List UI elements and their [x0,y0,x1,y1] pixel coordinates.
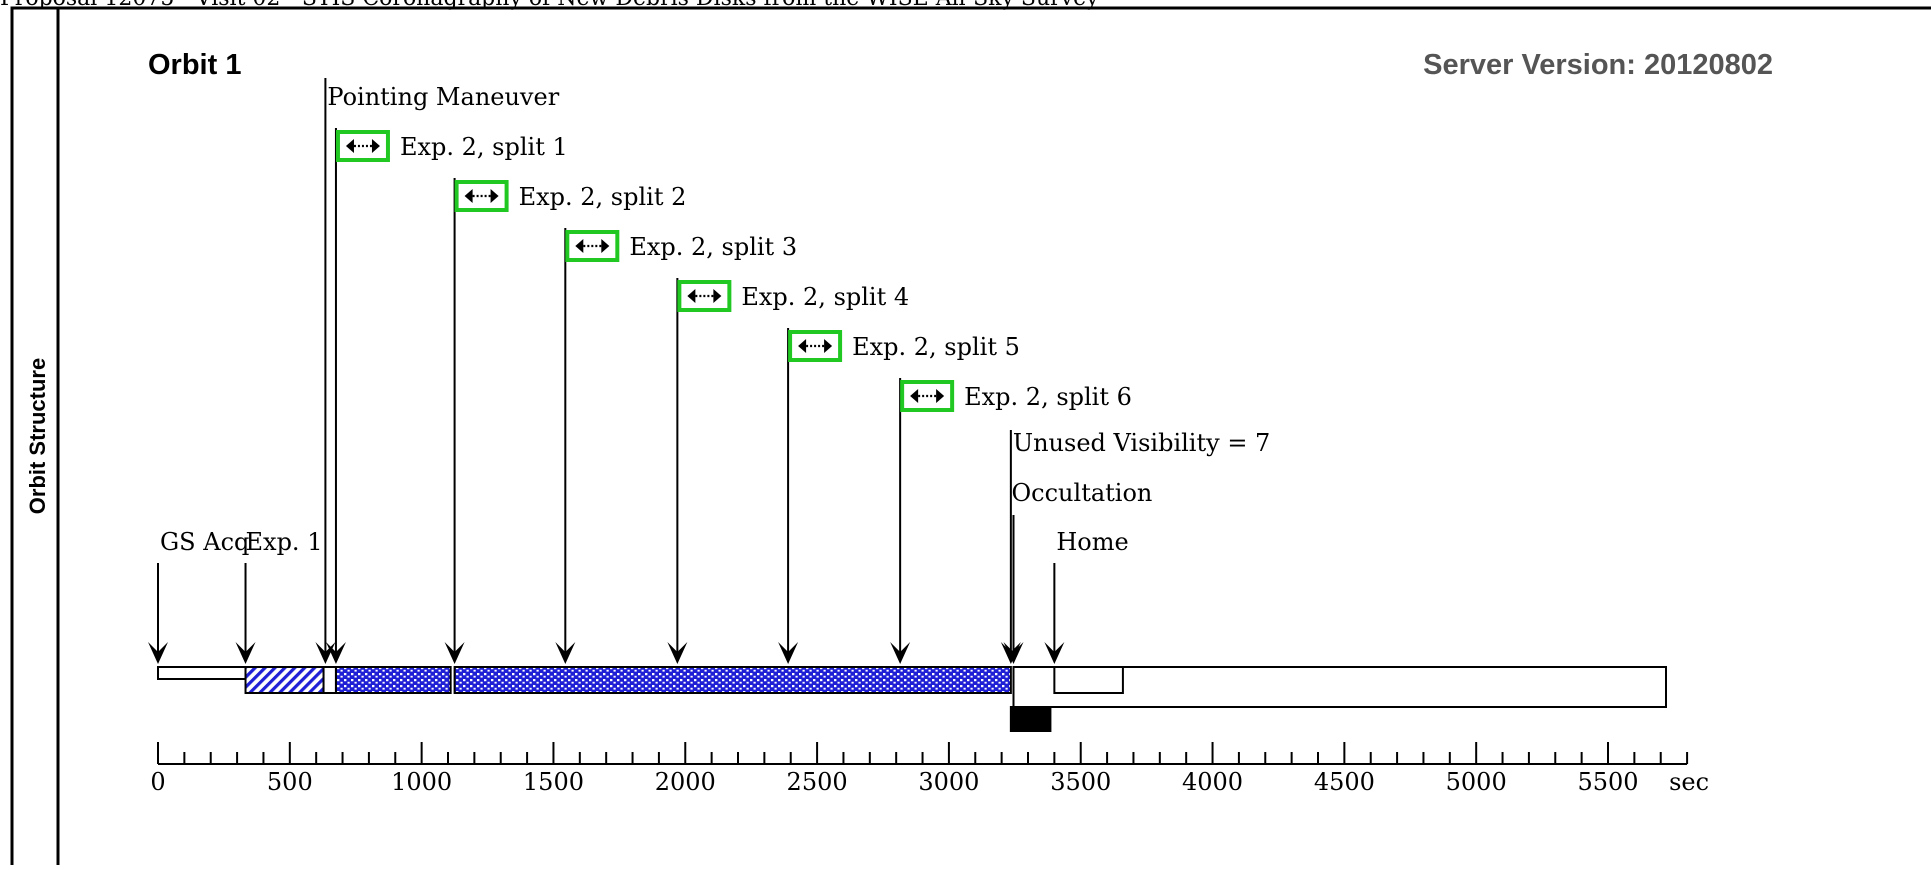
double-arrow-icon [335,130,390,162]
event-label: Exp. 1 [246,528,323,556]
event-label: Exp. 2, split 1 [400,133,568,161]
down-arrow-icon [1003,642,1024,664]
exp-1-bar [244,666,325,694]
event-exp-1: Exp. 1 [235,528,323,664]
axis-tick-label: 0 [150,768,165,796]
event-occultation: Occultation [1003,479,1153,664]
axis-tick-label: 500 [267,768,313,796]
double-arrow-icon [677,280,732,312]
double-arrow-icon [900,380,955,412]
axis-tick-label: 2000 [655,768,716,796]
event-label: Home [1056,528,1128,556]
event-unused-visibility: Unused Visibility = 7 [1000,429,1270,664]
down-arrow-icon [444,642,465,664]
event-exp-2-split-6: Exp. 2, split 6 [890,378,1132,664]
down-arrow-icon [890,642,911,664]
event-label: Exp. 2, split 4 [741,283,909,311]
gs-acq-bar [157,666,247,680]
axis-tick-label: 4500 [1314,768,1375,796]
event-gs-acq: GS Acq [148,528,249,664]
event-exp-2-split-5: Exp. 2, split 5 [778,328,1020,664]
split-2-6-bar [453,666,1012,694]
event-label: Unused Visibility = 7 [1013,429,1270,457]
event-pointing-maneuver: Pointing Maneuver [315,78,560,664]
down-arrow-icon [555,642,576,664]
down-arrow-icon [148,642,168,664]
axis-tick-label: 1000 [391,768,452,796]
event-exp-2-split-4: Exp. 2, split 4 [667,278,909,664]
axis-tick-label: 1500 [523,768,584,796]
event-label: Occultation [1012,479,1153,507]
event-home: Home [1044,528,1129,664]
outer-frame [10,6,1931,870]
axis-tick-label: 5500 [1577,768,1638,796]
axis-tick-label: 4000 [1182,768,1243,796]
double-arrow-icon [454,180,509,212]
double-arrow-icon [565,230,620,262]
down-arrow-icon [778,642,799,664]
event-label: Exp. 2, split 5 [852,333,1020,361]
proposal-title: Proposal 12075 - Visit 02 - STIS Coronag… [0,0,1099,11]
down-arrow-icon [235,642,256,664]
event-label: Exp. 2, split 2 [519,183,687,211]
orbit-label: Orbit 1 [148,49,241,81]
event-label: Exp. 2, split 6 [964,383,1132,411]
timeline-bars [157,666,1667,732]
axis-tick-label: 3000 [918,768,979,796]
event-exp-2-split-3: Exp. 2, split 3 [555,228,797,664]
down-arrow-icon [1044,642,1065,664]
double-arrow-icon [788,330,843,362]
axis-tick-label: 5000 [1446,768,1507,796]
time-axis: 0 500 1000 1500 2000 2500 3000 3500 4000 4500 5000… [150,742,1709,796]
split-1-bar [334,666,452,694]
event-label: Pointing Maneuver [327,83,559,111]
occultation-bar [1009,706,1052,732]
event-exp-2-split-2: Exp. 2, split 2 [444,178,687,664]
orbit-structure-label: Orbit Structure [25,358,50,514]
axis-tick-label: 2500 [787,768,848,796]
down-arrow-icon [667,642,688,664]
down-arrow-icon [325,642,346,664]
server-version: Server Version: 20120802 [1423,49,1773,81]
axis-tick-label: 3500 [1050,768,1111,796]
event-label: GS Acq [160,528,249,556]
home-bar [1053,666,1124,694]
event-exp-2-split-1: Exp. 2, split 1 [325,128,568,664]
pm-bar [322,666,337,694]
event-label: Exp. 2, split 3 [629,233,797,261]
axis-unit-label: sec [1669,768,1709,796]
